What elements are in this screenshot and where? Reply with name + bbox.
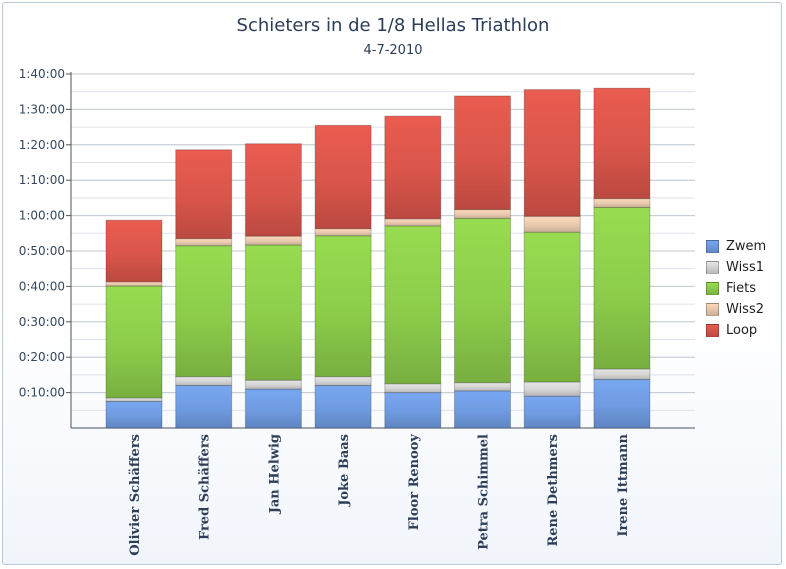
bar-zwem	[454, 390, 511, 429]
bar-wiss2	[244, 235, 302, 246]
bar-loop	[314, 124, 372, 230]
x-tick-label: Irene Ittmann	[616, 433, 631, 536]
x-tick-label: Floor Renooy	[407, 434, 422, 531]
bar-wiss1	[175, 376, 233, 387]
bar-fiets	[384, 225, 442, 385]
legend-swatch	[706, 324, 719, 337]
bar-fiets	[175, 245, 233, 378]
bar-fiets	[593, 206, 651, 370]
bar-wiss2	[593, 198, 651, 208]
bar-zwem	[593, 379, 651, 429]
bar-loop	[105, 219, 163, 283]
x-tick-label: Petra Schimmel	[477, 434, 492, 550]
bar-zwem	[244, 388, 302, 429]
legend-item: Zwem	[706, 236, 766, 257]
bar-fiets	[523, 231, 581, 383]
y-tick-label: 0:50:00	[19, 244, 65, 258]
y-tick-label: 0:10:00	[19, 386, 65, 400]
bar-zwem	[175, 385, 233, 429]
bar-loop	[175, 149, 233, 240]
bar-fiets	[105, 285, 163, 399]
bar-wiss1	[384, 383, 442, 394]
x-tick-label: Rene Dethmers	[546, 434, 561, 547]
bar-fiets	[314, 235, 372, 378]
bar-loop	[454, 95, 511, 211]
bar-wiss1	[314, 376, 372, 387]
legend-item: Wiss1	[706, 257, 766, 278]
chart-title: Schieters in de 1/8 Hellas Triathlon	[236, 15, 550, 36]
bar-zwem	[314, 385, 372, 429]
y-tick-label: 0:30:00	[19, 315, 65, 329]
bar-wiss1	[244, 379, 302, 390]
legend-swatch	[706, 261, 719, 274]
bar-wiss2	[523, 215, 581, 233]
chart-subtitle: 4-7-2010	[363, 43, 423, 58]
bar-wiss2	[314, 228, 372, 237]
bar-zwem	[105, 400, 163, 429]
bar-wiss2	[105, 281, 163, 287]
bar-wiss2	[454, 209, 511, 219]
y-tick-label: 1:10:00	[19, 173, 65, 187]
x-tick-label: Fred Schäffers	[198, 434, 213, 540]
bar-wiss2	[175, 238, 233, 247]
bar-loop	[523, 89, 581, 217]
bar-zwem	[523, 395, 581, 429]
bar-loop	[384, 115, 442, 220]
x-tick-label: Jan Helwig	[267, 434, 282, 514]
y-tick-label: 0:40:00	[19, 279, 65, 293]
bar-loop	[593, 87, 651, 200]
legend-label: Zwem	[726, 239, 767, 254]
bar-wiss1	[454, 382, 511, 392]
y-tick-label: 1:40:00	[19, 67, 65, 81]
y-tick-label: 1:20:00	[19, 138, 65, 152]
bar-wiss1	[105, 397, 163, 402]
x-tick-label: Joke Baas	[337, 434, 352, 507]
legend-label: Wiss1	[726, 260, 764, 275]
legend-swatch	[706, 303, 719, 316]
bar-wiss2	[384, 218, 442, 227]
y-tick-label: 0:20:00	[19, 350, 65, 364]
bar-fiets	[454, 217, 511, 384]
legend-item: Wiss2	[706, 299, 766, 320]
legend-swatch	[706, 240, 719, 253]
bar-wiss1	[523, 381, 581, 397]
bar-fiets	[244, 244, 302, 381]
chart-legend: Zwem Wiss1 Fiets Wiss2 Loop	[706, 236, 766, 341]
bar-loop	[244, 143, 302, 237]
bar-zwem	[384, 392, 442, 429]
legend-swatch	[706, 282, 719, 295]
legend-item: Loop	[706, 320, 766, 341]
legend-label: Fiets	[726, 281, 757, 296]
y-tick-label: 1:30:00	[19, 102, 65, 116]
legend-item: Fiets	[706, 278, 766, 299]
y-tick-label: 1:00:00	[19, 209, 65, 223]
legend-label: Wiss2	[726, 302, 764, 317]
x-tick-label: Olivier Schäffers	[128, 434, 143, 556]
legend-label: Loop	[726, 323, 758, 338]
bar-wiss1	[593, 368, 651, 381]
